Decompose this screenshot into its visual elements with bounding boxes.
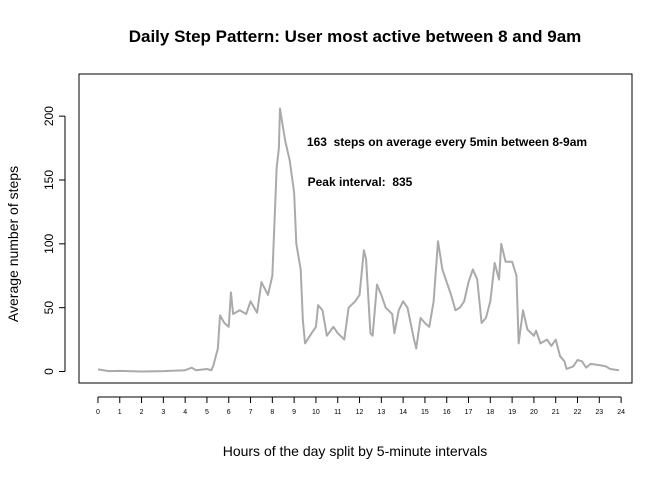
x-tick-label: 19 xyxy=(508,409,516,416)
y-tick-label: 100 xyxy=(42,233,56,253)
x-axis-label: Hours of the day split by 5-minute inter… xyxy=(223,443,488,459)
data-line xyxy=(97,107,620,373)
x-tick-label: 14 xyxy=(399,409,407,416)
y-tick-label: 200 xyxy=(42,106,56,126)
y-tick-label: 50 xyxy=(42,301,56,315)
y-tick-label: 0 xyxy=(42,368,56,375)
x-tick-label: 21 xyxy=(552,409,560,416)
annotation: 163 steps on average every 5min between … xyxy=(307,135,587,149)
annotation: Peak interval: 835 xyxy=(308,175,413,189)
chart-title: Daily Step Pattern: User most active bet… xyxy=(129,27,582,46)
x-tick-label: 4 xyxy=(183,409,187,416)
x-tick-label: 17 xyxy=(465,409,473,416)
y-axis-label: Average number of steps xyxy=(5,166,21,322)
x-tick-label: 22 xyxy=(574,409,582,416)
x-tick-label: 7 xyxy=(249,409,253,416)
x-tick-label: 23 xyxy=(595,409,603,416)
plot-frame xyxy=(78,73,633,384)
x-tick-label: 15 xyxy=(421,409,429,416)
x-tick-label: 5 xyxy=(205,409,209,416)
x-tick-label: 13 xyxy=(377,409,385,416)
x-tick-label: 12 xyxy=(356,409,364,416)
x-tick-label: 8 xyxy=(270,409,274,416)
x-tick-label: 1 xyxy=(118,409,122,416)
x-tick-label: 3 xyxy=(161,409,165,416)
x-tick-label: 2 xyxy=(140,409,144,416)
x-tick-label: 6 xyxy=(227,409,231,416)
y-tick-label: 150 xyxy=(42,170,56,190)
x-tick-label: 10 xyxy=(312,409,320,416)
x-tick-label: 24 xyxy=(617,409,625,416)
x-tick-label: 20 xyxy=(530,409,538,416)
x-tick-label: 18 xyxy=(486,409,494,416)
x-tick-label: 16 xyxy=(443,409,451,416)
x-tick-label: 0 xyxy=(96,409,100,416)
x-tick-label: 9 xyxy=(292,409,296,416)
x-tick-label: 11 xyxy=(334,409,341,416)
